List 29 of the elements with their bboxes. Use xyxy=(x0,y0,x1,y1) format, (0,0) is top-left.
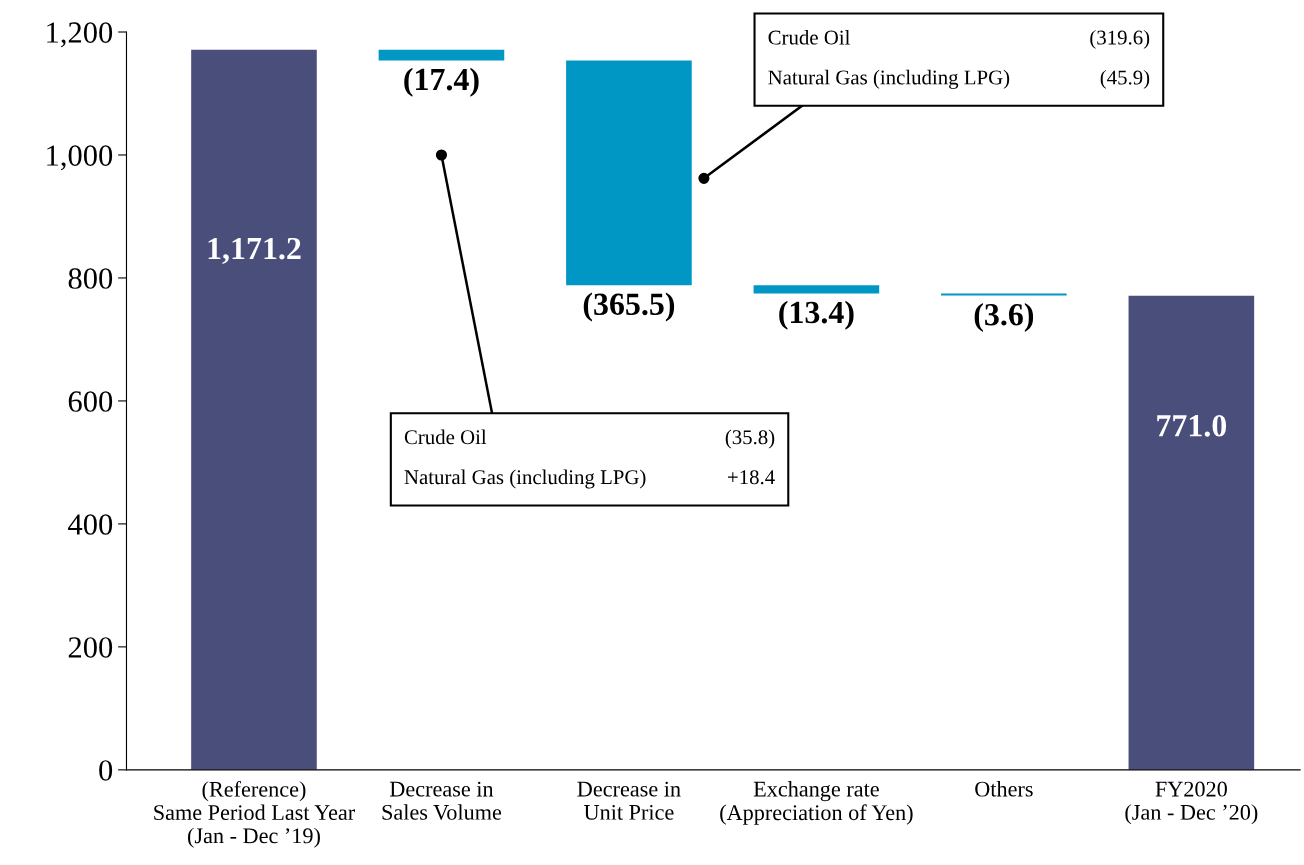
text: Natural Gas (including LPG) (45.9) xyxy=(768,69,1150,89)
y-tick-label: 600 xyxy=(68,391,113,412)
x-tick-label: (Reference) Same Period Last Year (Jan - Dec ’19) xyxy=(154,780,355,848)
x-tick-label: Others xyxy=(975,780,1033,797)
text: Natural Gas (including LPG) +18.4 xyxy=(404,469,775,489)
data-label: (13.4) xyxy=(779,300,854,330)
bar xyxy=(378,49,505,61)
x-tick-label: Decrease in Unit Price xyxy=(577,781,681,820)
data-label: (3.6) xyxy=(974,302,1034,332)
data-label: 771.0 xyxy=(1157,414,1227,437)
data-label: 1,171.2 xyxy=(208,237,301,264)
bar xyxy=(566,60,692,286)
bar xyxy=(191,49,317,770)
x-tick-label: Decrease in Sales Volume xyxy=(382,781,502,820)
bar xyxy=(1128,295,1255,770)
y-tick-label: 400 xyxy=(68,514,113,535)
y-tick-label: 0 xyxy=(99,760,113,781)
text: Crude Oil (319.6) xyxy=(768,29,1150,49)
y-tick-label: 200 xyxy=(68,637,113,658)
text: Crude Oil (35.8) xyxy=(404,429,775,449)
data-label: (365.5) xyxy=(583,292,675,322)
data-label: (17.4) xyxy=(404,67,479,97)
y-tick-label: 800 xyxy=(68,268,113,289)
bar xyxy=(753,285,880,294)
y-tick-label: 1,000 xyxy=(47,145,113,171)
y-tick-label: 1,200 xyxy=(47,22,113,48)
x-tick-label: Exchange rate (Appreciation of Yen) xyxy=(720,780,913,825)
x-tick-label: FY2020 (Jan - Dec ’20) xyxy=(1125,781,1258,825)
bar xyxy=(941,293,1067,296)
